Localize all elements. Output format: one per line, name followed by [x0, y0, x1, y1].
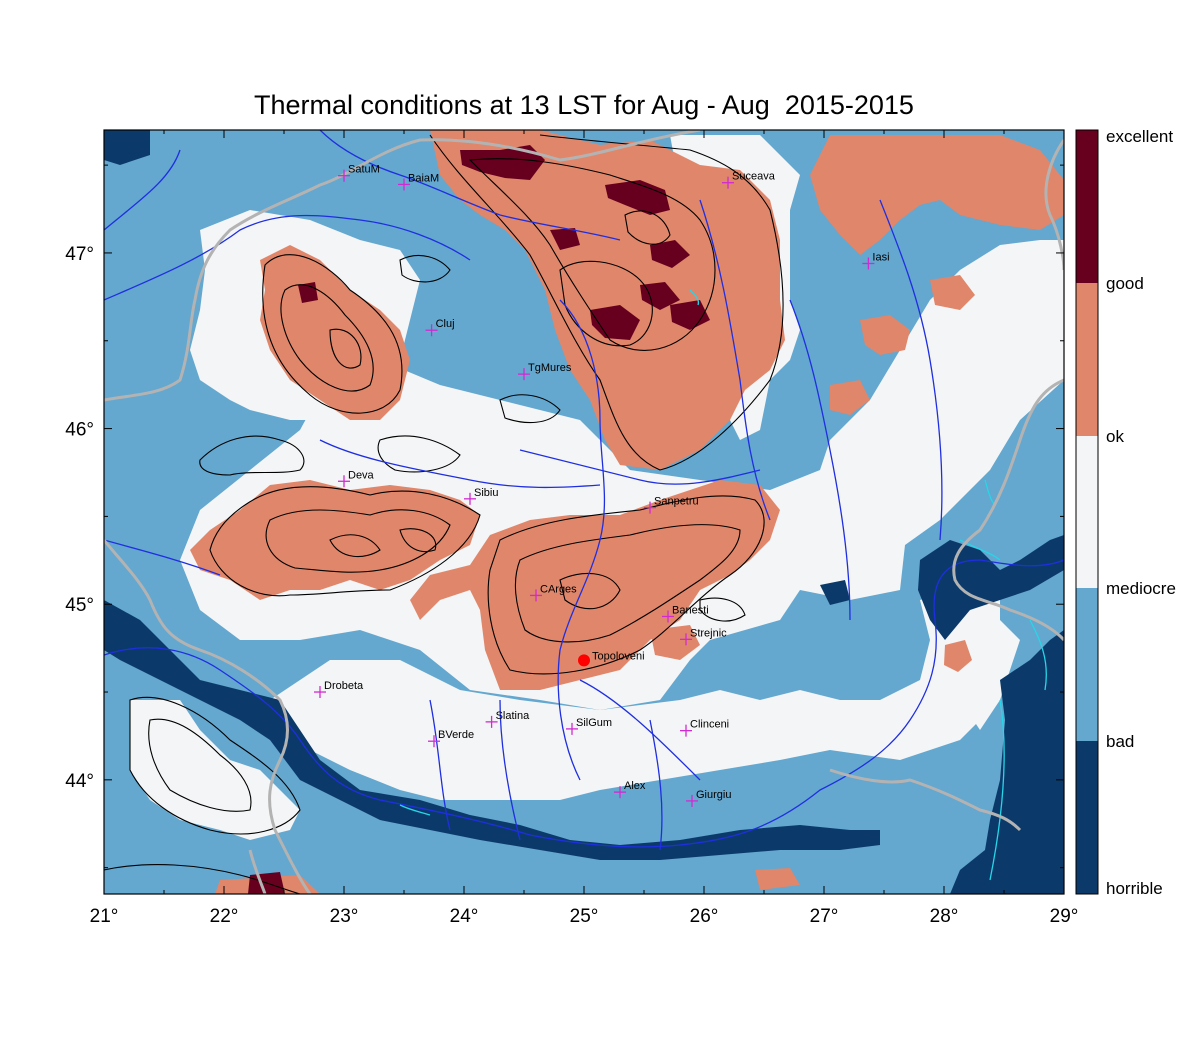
colorbar-excellent [1076, 130, 1098, 283]
colorbar-good [1076, 283, 1098, 436]
colorbar-mediocre [1076, 588, 1098, 741]
y-axis-labels: 44° 45° 46° 47° [65, 244, 94, 792]
city-satum[interactable]: SatuM [338, 164, 380, 182]
x-tick-label: 22° [210, 906, 239, 927]
x-tick-label: 21° [90, 906, 119, 927]
city-label: Alex [624, 780, 646, 792]
y-tick-label: 47° [65, 244, 94, 265]
legend-horrible: horrible [1106, 879, 1163, 898]
lakes [399, 289, 1047, 881]
highlight-marker[interactable] [578, 654, 590, 667]
city-suceava[interactable]: Suceava [722, 171, 776, 189]
city-label: Cluj [436, 318, 455, 330]
legend-good: good [1106, 274, 1144, 293]
legend-bad: bad [1106, 732, 1134, 751]
x-tick-label: 23° [330, 906, 359, 927]
city-label: Iasi [872, 251, 889, 263]
excellent-regions [248, 145, 710, 894]
x-tick-label: 27° [810, 906, 839, 927]
city-label: Sibiu [474, 487, 498, 499]
x-tick-label: 24° [450, 906, 479, 927]
city-label: TgMures [528, 362, 572, 374]
city-clinceni[interactable]: Clinceni [680, 719, 729, 737]
city-label: SatuM [348, 164, 380, 176]
city-baiam[interactable]: BaiaM [398, 172, 439, 191]
city-giurgiu[interactable]: Giurgiu [686, 789, 731, 807]
city-bverde[interactable]: BVerde [428, 729, 474, 748]
colorbar: excellent good ok mediocre bad horrible [1075, 127, 1176, 898]
city-iasi[interactable]: Iasi [862, 251, 890, 270]
city-markers: SatuM BaiaM Suceava Iasi Cluj TgMures Deva Sibi… [314, 164, 890, 807]
highlight-label: Topoloveni [592, 650, 645, 662]
city-slatina[interactable]: Slatina [485, 710, 531, 728]
city-cluj[interactable]: Cluj [425, 318, 455, 337]
colorbar-ok [1076, 436, 1098, 588]
x-tick-label: 26° [690, 906, 719, 927]
city-sanpetru[interactable]: Sanpetru [644, 496, 699, 514]
city-label: Deva [348, 469, 375, 481]
city-label: BaiaM [408, 172, 439, 184]
city-label: Banesti [672, 605, 709, 617]
axis-ticks [103, 130, 1065, 894]
city-strejnic[interactable]: Strejnic [680, 627, 727, 646]
map-fill-layer: SatuM BaiaM Suceava Iasi Cluj TgMures Deva Sibi… [104, 130, 1064, 894]
legend-ok: ok [1106, 427, 1124, 446]
terrain-contours [104, 134, 784, 894]
city-deva[interactable]: Deva [338, 469, 375, 488]
map-title: Thermal conditions at 13 LST for Aug - A… [254, 90, 914, 120]
colorbar-bad [1076, 741, 1098, 894]
city-label: CArges [540, 583, 577, 595]
colorbar-frame [1075, 129, 1099, 895]
legend-mediocre: mediocre [1106, 579, 1176, 598]
city-label: Strejnic [690, 627, 727, 639]
country-borders [104, 130, 1064, 894]
city-label: Slatina [496, 710, 531, 722]
city-label: BVerde [438, 729, 474, 741]
x-tick-label: 29° [1050, 906, 1079, 927]
city-label: Sanpetru [654, 496, 699, 508]
city-silgum[interactable]: SilGum [566, 717, 612, 735]
city-tgmures[interactable]: TgMures [518, 362, 572, 381]
y-tick-label: 45° [65, 595, 94, 616]
x-axis-labels: 21° 22° 23° 24° 25° 26° 27° 28° 29° [90, 906, 1079, 927]
x-tick-label: 25° [570, 906, 599, 927]
x-tick-label: 28° [930, 906, 959, 927]
city-label: Giurgiu [696, 789, 731, 801]
city-alex[interactable]: Alex [614, 780, 646, 799]
city-label: Drobeta [324, 680, 364, 692]
city-drobeta[interactable]: Drobeta [314, 680, 364, 699]
city-label: Suceava [732, 171, 776, 183]
city-label: Clinceni [690, 719, 729, 731]
city-label: SilGum [576, 717, 612, 729]
legend-excellent: excellent [1106, 127, 1173, 146]
city-banesti[interactable]: Banesti [662, 605, 709, 623]
y-tick-label: 44° [65, 771, 94, 792]
city-sibiu[interactable]: Sibiu [464, 487, 498, 505]
rivers [104, 130, 1064, 851]
city-carges[interactable]: CArges [530, 583, 577, 602]
y-tick-label: 46° [65, 420, 94, 441]
